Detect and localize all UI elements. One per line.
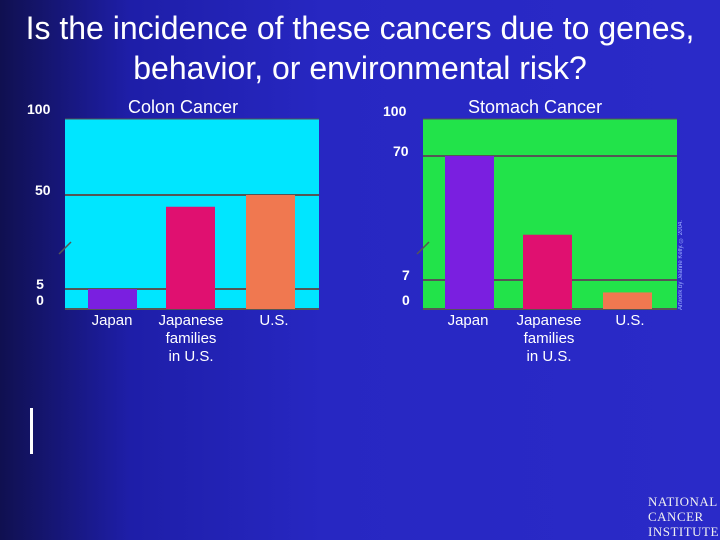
stomach-cancer-chart bbox=[416, 118, 677, 310]
stomach-category-label-us: U.S. bbox=[615, 312, 645, 329]
logo-line-cancer: CANCER bbox=[648, 509, 704, 524]
stomach-axis-break-mark bbox=[416, 241, 430, 255]
colon-category-label-japanese-families: Japanese families in U.S. bbox=[158, 312, 224, 365]
stomach-bar-japan bbox=[445, 156, 494, 309]
colon-cancer-chart bbox=[58, 118, 319, 310]
stomach-category-label-japanese-families: Japanese families in U.S. bbox=[516, 312, 582, 365]
colon-axis-break-mark bbox=[58, 241, 72, 255]
colon-chart-title: Colon Cancer bbox=[128, 97, 239, 117]
stomach-axis-label-0: 0 bbox=[402, 292, 410, 308]
stomach-category-label-japan: Japan bbox=[447, 312, 489, 329]
nci-logo: NATIONAL CANCER INSTITUTE bbox=[648, 494, 720, 540]
colon-axis-label-0: 5 0 bbox=[36, 276, 44, 308]
colon-axis-label-100: 100 bbox=[27, 101, 51, 117]
slide-title: Is the incidence of these cancers due to… bbox=[25, 10, 695, 86]
colon-bar-us bbox=[246, 195, 295, 309]
colon-axis-label-50: 50 bbox=[35, 182, 51, 198]
colon-category-label-japan: Japan bbox=[91, 312, 133, 329]
stomach-bars bbox=[445, 156, 652, 309]
colon-bar-japan bbox=[88, 289, 137, 309]
logo-line-national: NATIONAL bbox=[648, 494, 718, 509]
colon-bars bbox=[88, 195, 295, 309]
decorative-bar bbox=[30, 408, 33, 454]
logo-line-institute: INSTITUTE bbox=[648, 524, 719, 539]
colon-bar-japanese-families bbox=[166, 206, 215, 309]
stomach-chart-title: Stomach Cancer bbox=[468, 97, 603, 117]
stomach-bar-us bbox=[603, 292, 652, 309]
stomach-axis-label-7: 7 bbox=[402, 267, 410, 283]
artwork-credit: Artwork by Jeanne Kelly. © 2004. bbox=[678, 220, 684, 310]
stomach-axis-label-100: 100 bbox=[383, 103, 407, 119]
stomach-bar-japanese-families bbox=[523, 234, 572, 309]
stomach-axis-label-70: 70 bbox=[393, 143, 409, 159]
colon-category-label-us: U.S. bbox=[259, 312, 289, 329]
